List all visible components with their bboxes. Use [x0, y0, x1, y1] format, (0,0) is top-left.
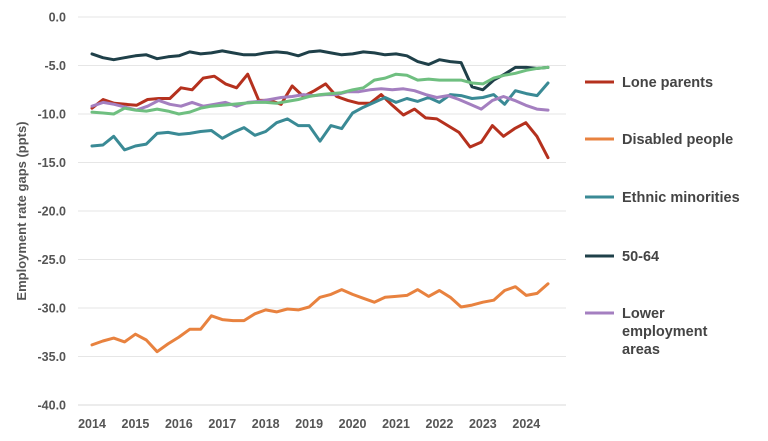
x-tick-label: 2014: [78, 417, 106, 431]
series-lines: [90, 49, 550, 354]
x-tick-label: 2018: [252, 417, 280, 431]
y-tick-label: -15.0: [38, 156, 67, 170]
legend-label-lower-employment-areas: areas: [622, 342, 660, 358]
y-tick-label: -10.0: [38, 108, 67, 122]
x-tick-label: 2016: [165, 417, 193, 431]
y-axis-label: Employment rate gaps (ppts): [14, 121, 29, 300]
gridlines: [78, 16, 566, 357]
legend-label-lone-parents: Lone parents: [622, 75, 713, 91]
legend: Lone parents Disabled people Ethnic minori…: [585, 75, 740, 358]
x-tick-label: 2022: [426, 417, 454, 431]
y-tick-label: 0.0: [49, 11, 66, 25]
series-line-50-64: [90, 49, 550, 92]
y-tick-label: -20.0: [38, 205, 67, 219]
legend-label-lower-employment-areas: employment: [622, 324, 708, 340]
x-tick-label: 2019: [295, 417, 323, 431]
x-tick-label: 2024: [512, 417, 540, 431]
legend-label-lower-employment-areas: Lower: [622, 306, 665, 322]
x-tick-label: 2015: [122, 417, 150, 431]
x-tick-label: 2021: [382, 417, 410, 431]
series-line-series-6: [90, 65, 550, 116]
legend-label-ethnic-minorities: Ethnic minorities: [622, 190, 740, 206]
series-line-lone-parents: [90, 72, 550, 160]
legend-label-disabled-people: Disabled people: [622, 132, 733, 148]
x-tick-label: 2023: [469, 417, 497, 431]
y-tick-label: -40.0: [38, 399, 67, 413]
y-tick-label: -35.0: [38, 350, 67, 364]
y-tick-label: -5.0: [44, 59, 66, 73]
series-line-ethnic-minorities: [90, 81, 550, 152]
y-tick-label: -25.0: [38, 253, 67, 267]
series-line-lower-employment-areas: [90, 87, 550, 112]
legend-label-50-64: 50-64: [622, 249, 659, 265]
x-tick-label: 2017: [208, 417, 236, 431]
y-tick-label: -30.0: [38, 302, 67, 316]
y-axis-ticks: 0.0 -5.0 -10.0 -15.0 -20.0 -25.0 -30.0 -35.0 -40…: [38, 11, 67, 413]
series-line-disabled-people: [90, 282, 550, 354]
x-axis-ticks: 2014 2015 2016 2017 2018 2019 2020 2021 2022 2023…: [78, 417, 540, 431]
x-tick-label: 2020: [339, 417, 367, 431]
